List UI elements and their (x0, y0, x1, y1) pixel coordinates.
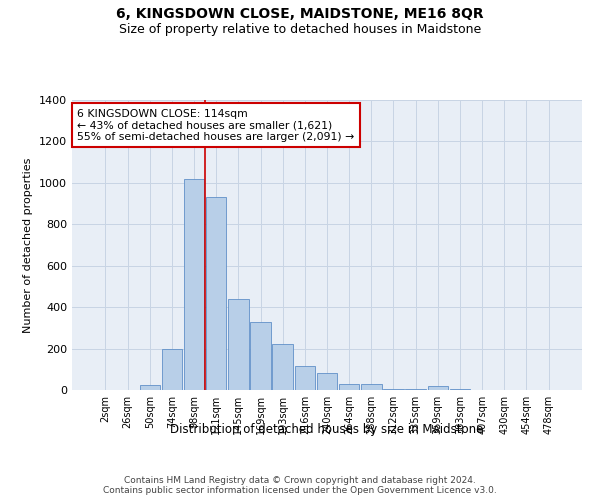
Text: Contains HM Land Registry data © Crown copyright and database right 2024.
Contai: Contains HM Land Registry data © Crown c… (103, 476, 497, 495)
Bar (295, 366, 315, 390)
Bar (317, 374, 337, 390)
Bar (140, 385, 160, 390)
Bar (361, 384, 382, 390)
Bar (184, 178, 204, 390)
Text: 6 KINGSDOWN CLOSE: 114sqm
← 43% of detached houses are smaller (1,621)
55% of se: 6 KINGSDOWN CLOSE: 114sqm ← 43% of detac… (77, 108, 355, 142)
Bar (428, 386, 448, 390)
Bar (450, 389, 470, 390)
Text: Size of property relative to detached houses in Maidstone: Size of property relative to detached ho… (119, 22, 481, 36)
Text: 6, KINGSDOWN CLOSE, MAIDSTONE, ME16 8QR: 6, KINGSDOWN CLOSE, MAIDSTONE, ME16 8QR (116, 8, 484, 22)
Bar (228, 299, 248, 390)
Bar (406, 389, 426, 390)
Y-axis label: Number of detached properties: Number of detached properties (23, 158, 34, 332)
Bar (272, 344, 293, 390)
Bar (339, 384, 359, 390)
Bar (206, 198, 226, 390)
Bar (383, 389, 404, 390)
Text: Distribution of detached houses by size in Maidstone: Distribution of detached houses by size … (170, 422, 484, 436)
Bar (161, 348, 182, 390)
Bar (250, 322, 271, 390)
